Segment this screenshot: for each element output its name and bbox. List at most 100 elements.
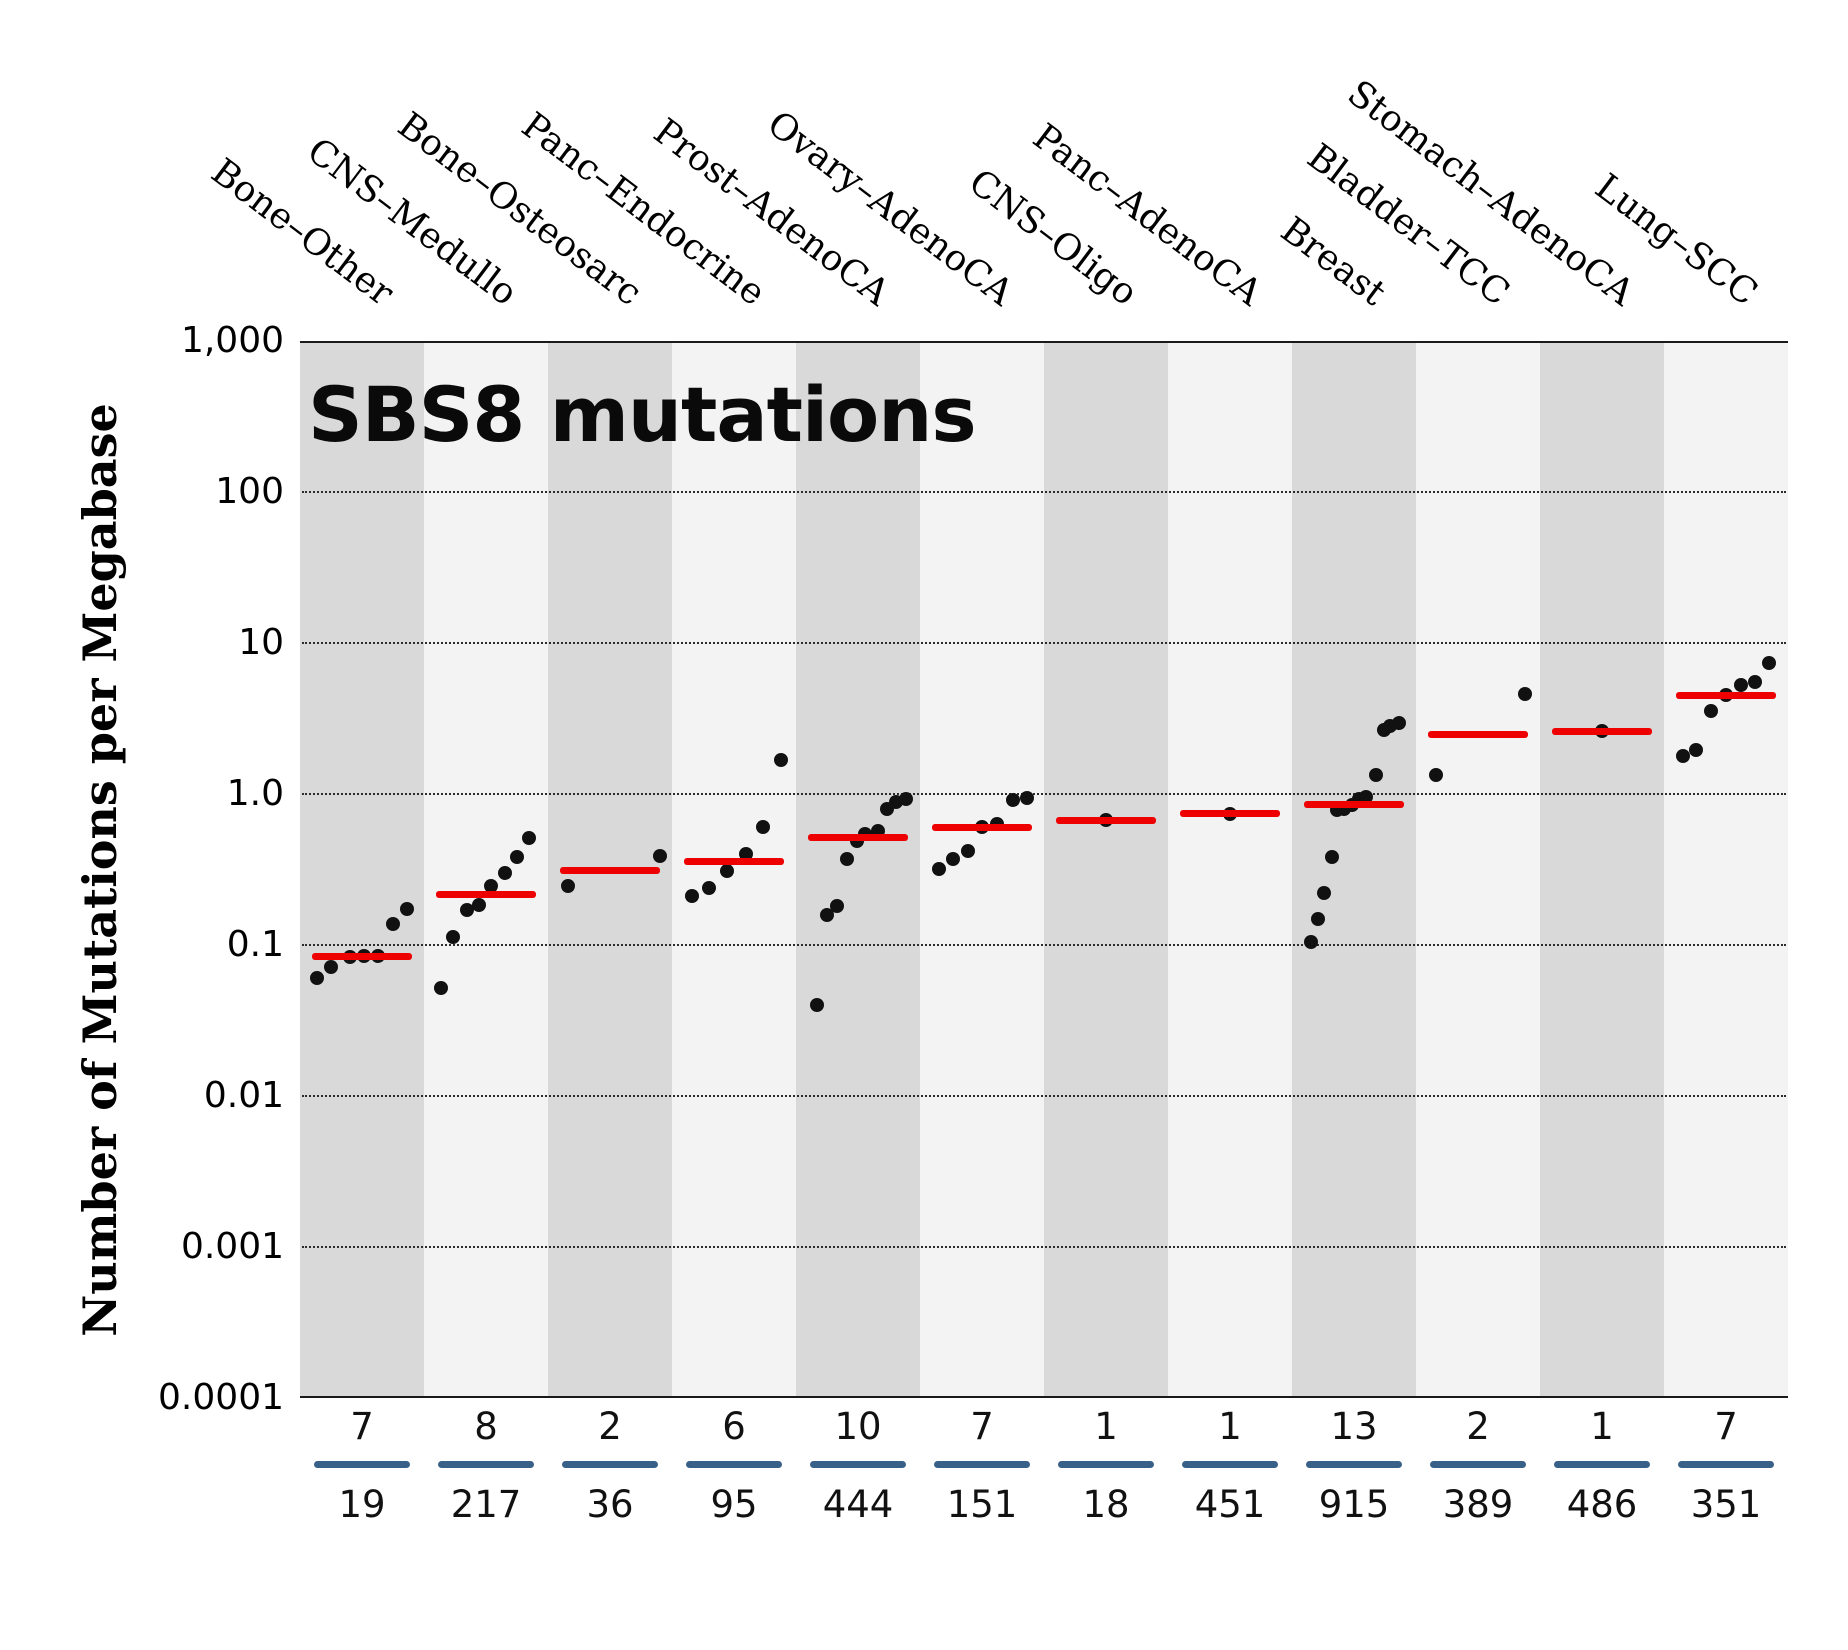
data-dot [1019,791,1034,806]
count-underline [1306,1461,1402,1468]
median-line [808,834,908,842]
y-tick-label: 0.1 [226,924,284,965]
count-underline [314,1461,410,1468]
median-line [1428,731,1528,739]
gridline [302,491,1786,493]
count-underline [1554,1461,1650,1468]
data-dot [1733,678,1748,693]
data-dot [560,879,575,894]
data-dot [899,791,914,806]
data-dot [445,929,460,944]
gridline [302,944,1786,946]
count-underline [562,1461,658,1468]
sample-count: 7 [350,1405,374,1448]
y-tick-label: 0.001 [180,1226,284,1267]
data-dot [810,998,825,1013]
chart-title: SBS8 mutations [308,370,977,459]
category-stripe [672,343,796,1396]
median-line [312,952,412,960]
sample-total: 915 [1318,1483,1390,1526]
sample-total: 351 [1690,1483,1762,1526]
median-line [436,891,536,899]
gridline [302,793,1786,795]
data-dot [1428,768,1443,783]
plot-area: SBS8 mutations [300,341,1788,1398]
sample-total: 389 [1442,1483,1514,1526]
data-dot [1689,742,1704,757]
sample-count: 7 [1714,1405,1738,1448]
data-dot [460,903,475,918]
data-dot [1762,656,1777,671]
data-dot [434,980,449,995]
sample-count: 7 [970,1405,994,1448]
data-dot [961,843,976,858]
data-dot [1391,715,1406,730]
y-tick-label: 1.0 [226,773,284,814]
median-line [1552,727,1652,735]
gridline [302,1095,1786,1097]
data-dot [755,820,770,835]
sample-total: 444 [822,1483,894,1526]
data-dot [1369,768,1384,783]
sample-total: 36 [586,1483,634,1526]
data-dot [510,849,524,864]
sample-total: 451 [1194,1483,1266,1526]
category-stripe [796,343,920,1396]
category-stripe [1416,343,1540,1396]
category-label: CNS–Medullo [299,130,525,314]
median-line [1304,801,1404,809]
data-dot [739,847,754,862]
category-stripe [424,343,548,1396]
data-dot [1518,687,1533,702]
category-stripe [1540,343,1664,1396]
data-dot [310,971,325,986]
data-dot [497,865,512,880]
median-line [1056,816,1156,824]
y-axis-title: Number of Mutations per Megabase [73,403,127,1337]
category-stripe [1044,343,1168,1396]
y-tick-label: 0.01 [203,1075,284,1116]
data-dot [1311,912,1326,927]
data-dot [1006,793,1020,808]
category-stripe [1168,343,1292,1396]
y-tick-label: 0.0001 [158,1377,284,1418]
sample-total: 151 [946,1483,1018,1526]
sample-total: 217 [450,1483,522,1526]
data-dot [1324,850,1339,865]
gridline [302,1246,1786,1248]
category-stripe [300,343,424,1396]
sample-count: 13 [1330,1405,1378,1448]
sample-count: 1 [1218,1405,1242,1448]
data-dot [719,863,734,878]
data-dot [829,899,844,914]
median-line [932,823,1032,831]
category-stripe [1664,343,1788,1396]
median-line [684,858,784,866]
data-dot [684,889,699,904]
sample-count: 1 [1590,1405,1614,1448]
data-dot [1303,934,1318,949]
y-tick-label: 1,000 [180,320,284,361]
data-dot [1675,748,1690,763]
sample-total: 19 [338,1483,386,1526]
data-dot [652,848,667,863]
data-dot [324,960,338,975]
count-underline [934,1461,1030,1468]
data-dot [386,916,400,931]
data-dot [1704,703,1719,718]
data-dot [1747,675,1762,690]
sample-count: 6 [722,1405,746,1448]
data-dot [399,902,414,917]
data-dot [471,897,486,912]
data-dot [931,861,946,876]
median-line [560,867,660,875]
sample-count: 2 [1466,1405,1490,1448]
data-dot [702,880,717,895]
y-tick-label: 100 [215,471,284,512]
count-underline [1058,1461,1154,1468]
sample-count: 2 [598,1405,622,1448]
count-underline [1430,1461,1526,1468]
data-dot [522,831,537,846]
sample-total: 18 [1082,1483,1130,1526]
sample-total: 95 [710,1483,758,1526]
